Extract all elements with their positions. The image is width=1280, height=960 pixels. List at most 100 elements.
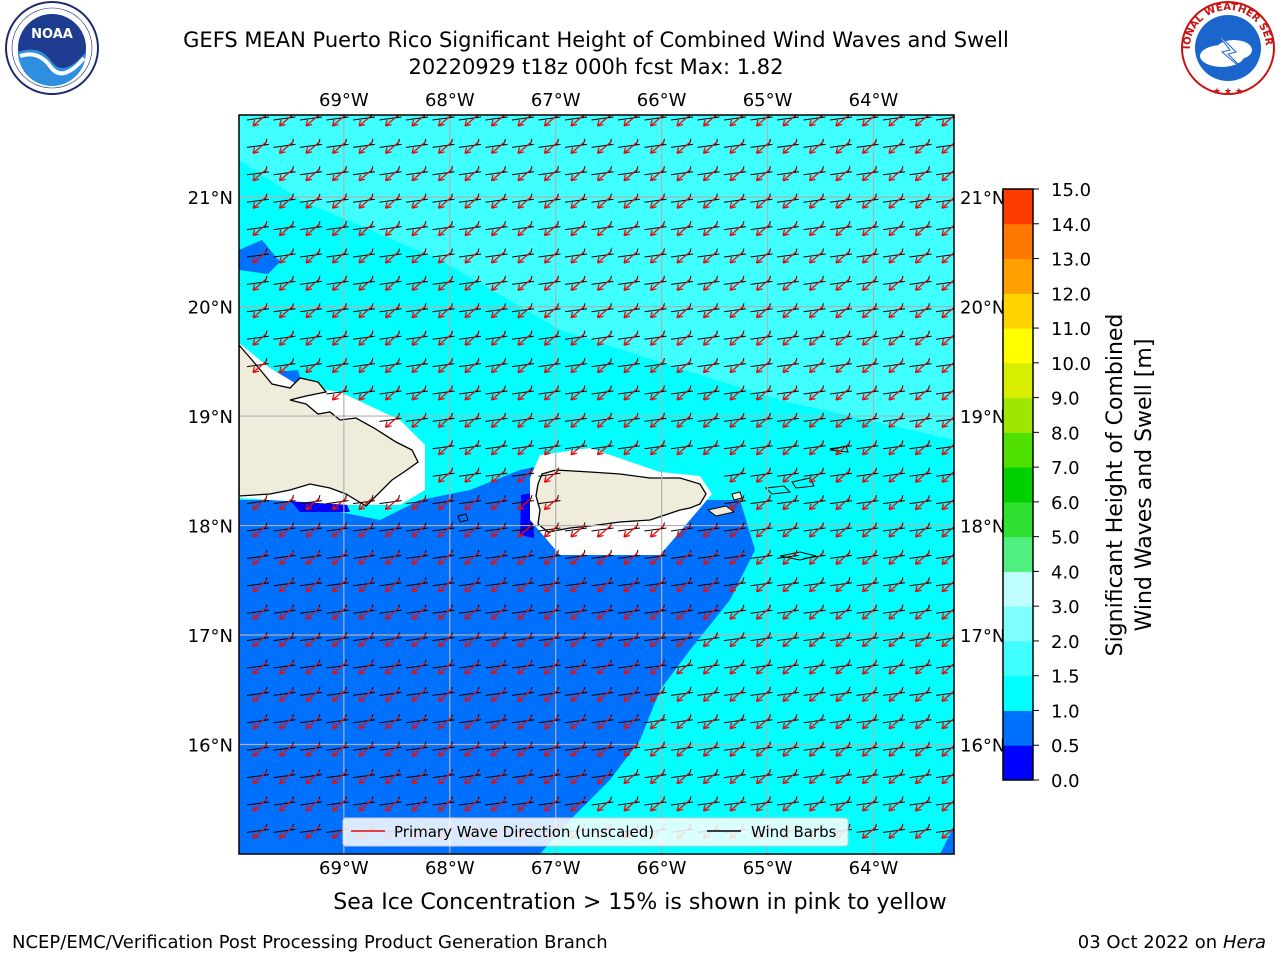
lat-tick-label-right: 20°N: [960, 298, 1005, 319]
wave-direction-arrow: [914, 497, 930, 511]
wave-direction-arrow: [384, 414, 400, 429]
wave-direction-arrow: [623, 688, 639, 703]
wave-direction-arrow: [861, 250, 877, 264]
wave-direction-arrow: [702, 140, 718, 155]
wave-direction-arrow: [358, 140, 374, 155]
colorbar-tick-label: 6.0: [1051, 493, 1080, 514]
wave-direction-arrow: [411, 140, 427, 155]
wave-direction-arrow: [808, 551, 824, 566]
wave-direction-arrow: [517, 716, 533, 730]
wave-direction-arrow: [490, 140, 506, 155]
wind-barb: [829, 115, 853, 121]
wave-direction-arrow: [543, 332, 559, 346]
lon-tick-label-top: 64°W: [849, 90, 899, 111]
wave-direction-arrow: [808, 497, 824, 511]
wind-barb: [856, 115, 879, 121]
wave-direction-arrow: [411, 250, 427, 264]
wave-direction-arrow: [437, 414, 453, 429]
wave-direction-arrow: [888, 442, 904, 456]
wave-direction-arrow: [649, 551, 665, 566]
wave-direction-arrow: [384, 798, 400, 812]
wave-direction-arrow: [729, 195, 745, 209]
wave-direction-arrow: [543, 661, 559, 675]
wave-direction-arrow: [464, 634, 480, 648]
wave-direction-arrow: [623, 771, 639, 785]
wave-direction-arrow: [782, 442, 798, 456]
wave-direction-arrow: [517, 168, 533, 182]
wave-direction-arrow: [437, 497, 453, 511]
wave-direction-arrow: [888, 551, 904, 566]
wave-direction-arrow: [517, 442, 533, 456]
wave-direction-arrow: [570, 771, 586, 785]
wave-direction-arrow: [490, 305, 506, 319]
wave-direction-arrow: [517, 661, 533, 675]
wind-barb: [935, 581, 954, 587]
wave-direction-arrow: [305, 661, 321, 675]
wave-direction-arrow: [543, 250, 559, 264]
wave-direction-arrow: [914, 551, 930, 566]
wave-direction-arrow: [596, 442, 612, 456]
wave-direction-arrow: [596, 332, 612, 346]
wave-direction-arrow: [331, 524, 347, 538]
wave-direction-arrow: [914, 771, 930, 785]
nws-logo-icon: NATIONAL WEATHER SERVICE ★ ★ ★: [1176, 0, 1275, 97]
wave-direction-arrow: [252, 305, 268, 319]
wave-direction-arrow: [411, 195, 427, 209]
wave-direction-arrow: [464, 115, 479, 127]
wave-direction-arrow: [437, 551, 453, 566]
wind-barb: [935, 828, 954, 833]
wind-barb: [432, 115, 455, 121]
wave-direction-arrow: [729, 469, 745, 483]
wave-direction-arrow: [437, 524, 453, 538]
wind-barb: [935, 609, 954, 614]
wave-direction-arrow: [517, 606, 533, 620]
wave-direction-arrow: [914, 442, 930, 456]
date-text: 03 Oct 2022 on: [1077, 932, 1223, 953]
wave-direction-arrow: [305, 250, 321, 264]
wave-direction-arrow: [437, 277, 453, 292]
wave-direction-arrow: [278, 716, 294, 730]
wave-direction-arrow: [358, 277, 374, 292]
wave-direction-arrow: [888, 524, 904, 538]
noaa-logo-text: NOAA: [31, 27, 73, 42]
wave-direction-arrow: [782, 716, 798, 730]
wave-direction-arrow: [464, 551, 480, 566]
wave-direction-arrow: [808, 195, 824, 209]
wave-direction-arrow: [411, 497, 427, 511]
wind-barb: [935, 444, 954, 450]
wave-direction-arrow: [464, 798, 480, 812]
wave-direction-arrow: [464, 497, 480, 511]
wave-direction-arrow: [278, 771, 294, 785]
wave-direction-arrow: [861, 442, 877, 456]
wave-direction-arrow: [808, 140, 824, 155]
colorbar-segment: [1003, 640, 1033, 677]
wave-direction-arrow: [464, 168, 480, 182]
wave-direction-arrow: [755, 551, 771, 566]
colorbar-segment: [1003, 536, 1033, 572]
wave-direction-arrow: [517, 195, 533, 209]
wave-direction-arrow: [517, 332, 533, 346]
wave-direction-arrow: [861, 634, 877, 648]
wave-direction-arrow: [914, 716, 930, 730]
wave-direction-arrow: [808, 115, 824, 127]
wave-direction-arrow: [623, 661, 639, 675]
colorbar-segment: [1003, 362, 1033, 399]
wave-direction-arrow: [490, 360, 506, 374]
lon-tick-label-bottom: 64°W: [849, 858, 899, 879]
wave-direction-arrow: [914, 634, 930, 648]
wave-direction-arrow: [437, 469, 453, 483]
wave-direction-arrow: [649, 305, 665, 319]
wave-direction-arrow: [835, 661, 851, 675]
wave-direction-arrow: [331, 305, 347, 319]
wave-direction-arrow: [437, 195, 453, 209]
wave-direction-arrow: [835, 716, 851, 730]
wind-barb: [935, 526, 954, 532]
wave-direction-arrow: [490, 688, 506, 703]
wave-direction-arrow: [702, 250, 718, 264]
wind-barb: [591, 115, 614, 121]
wave-direction-arrow: [278, 115, 294, 127]
wave-direction-arrow: [702, 223, 718, 237]
wave-direction-arrow: [729, 771, 745, 785]
wave-direction-arrow: [755, 305, 771, 319]
colorbar-label-line2: Wind Waves and Swell [m]: [1132, 339, 1157, 632]
